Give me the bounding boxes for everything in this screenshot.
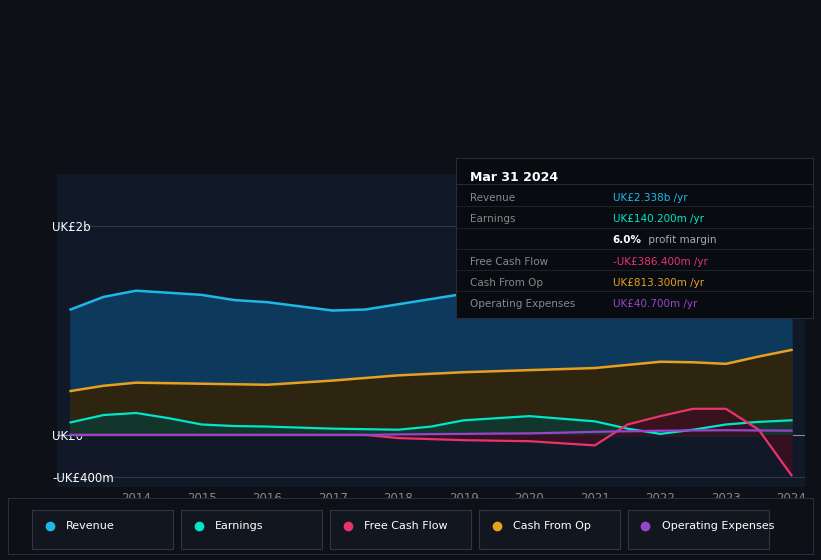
Text: Free Cash Flow: Free Cash Flow	[364, 521, 447, 531]
Text: Operating Expenses: Operating Expenses	[662, 521, 774, 531]
Text: Earnings: Earnings	[215, 521, 264, 531]
Text: Operating Expenses: Operating Expenses	[470, 299, 576, 309]
Text: UK£40.700m /yr: UK£40.700m /yr	[612, 299, 697, 309]
Text: profit margin: profit margin	[645, 235, 717, 245]
Text: Revenue: Revenue	[67, 521, 115, 531]
Text: UK£140.200m /yr: UK£140.200m /yr	[612, 214, 704, 224]
FancyBboxPatch shape	[181, 510, 322, 549]
Text: Earnings: Earnings	[470, 214, 516, 224]
Text: -UK£386.400m /yr: -UK£386.400m /yr	[612, 256, 708, 267]
Text: Cash From Op: Cash From Op	[470, 278, 543, 288]
FancyBboxPatch shape	[32, 510, 173, 549]
Text: Mar 31 2024: Mar 31 2024	[470, 171, 558, 184]
Text: Free Cash Flow: Free Cash Flow	[470, 256, 548, 267]
Text: Revenue: Revenue	[470, 193, 515, 203]
Text: UK£813.300m /yr: UK£813.300m /yr	[612, 278, 704, 288]
FancyBboxPatch shape	[479, 510, 620, 549]
Text: Cash From Op: Cash From Op	[512, 521, 590, 531]
Text: 6.0%: 6.0%	[612, 235, 642, 245]
FancyBboxPatch shape	[330, 510, 470, 549]
FancyBboxPatch shape	[628, 510, 768, 549]
Text: UK£2.338b /yr: UK£2.338b /yr	[612, 193, 687, 203]
